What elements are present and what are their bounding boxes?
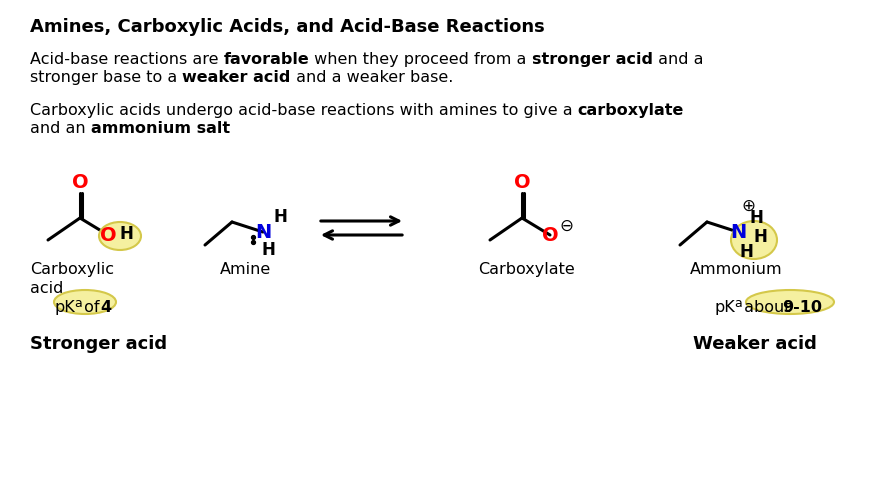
Text: O: O [100, 226, 116, 245]
Text: 4: 4 [100, 299, 111, 315]
Text: and a weaker base.: and a weaker base. [290, 70, 453, 85]
Text: ammonium salt: ammonium salt [90, 121, 230, 136]
Text: Stronger acid: Stronger acid [30, 335, 167, 353]
Text: a: a [733, 296, 741, 309]
Text: carboxylate: carboxylate [577, 103, 683, 118]
Text: Amine: Amine [220, 262, 271, 277]
Text: Carboxylic acids undergo acid-base reactions with amines to give a: Carboxylic acids undergo acid-base react… [30, 103, 577, 118]
Text: favorable: favorable [224, 52, 309, 67]
Text: Carboxylic
acid: Carboxylic acid [30, 262, 114, 296]
Text: weaker acid: weaker acid [182, 70, 290, 85]
Text: and an: and an [30, 121, 90, 136]
Text: Acid-base reactions are: Acid-base reactions are [30, 52, 224, 67]
Text: O: O [72, 173, 89, 192]
Text: a: a [74, 296, 82, 309]
Text: O: O [541, 226, 558, 245]
Text: ⊖: ⊖ [559, 217, 573, 235]
Text: when they proceed from a: when they proceed from a [309, 52, 531, 67]
Text: about: about [738, 299, 795, 315]
Text: 9-10: 9-10 [781, 299, 821, 315]
Ellipse shape [99, 222, 141, 250]
Text: H: H [738, 243, 752, 261]
Text: of: of [79, 299, 104, 315]
Text: N: N [729, 223, 745, 242]
Text: Weaker acid: Weaker acid [692, 335, 816, 353]
Text: N: N [254, 223, 271, 242]
Ellipse shape [745, 290, 833, 314]
Text: Ammonium: Ammonium [689, 262, 781, 277]
Text: and a: and a [652, 52, 702, 67]
Text: H: H [752, 228, 766, 246]
Text: Amines, Carboxylic Acids, and Acid-Base Reactions: Amines, Carboxylic Acids, and Acid-Base … [30, 18, 544, 36]
Text: Carboxylate: Carboxylate [477, 262, 574, 277]
Text: H: H [119, 225, 132, 243]
Text: stronger acid: stronger acid [531, 52, 652, 67]
Text: H: H [273, 208, 287, 226]
Ellipse shape [54, 290, 116, 314]
Text: H: H [260, 241, 275, 259]
Text: H: H [748, 209, 762, 227]
Text: stronger base to a: stronger base to a [30, 70, 182, 85]
Ellipse shape [731, 221, 776, 259]
Text: O: O [513, 173, 530, 192]
Text: pK: pK [714, 299, 735, 315]
Text: pK: pK [55, 299, 75, 315]
Text: ⊕: ⊕ [740, 197, 754, 215]
